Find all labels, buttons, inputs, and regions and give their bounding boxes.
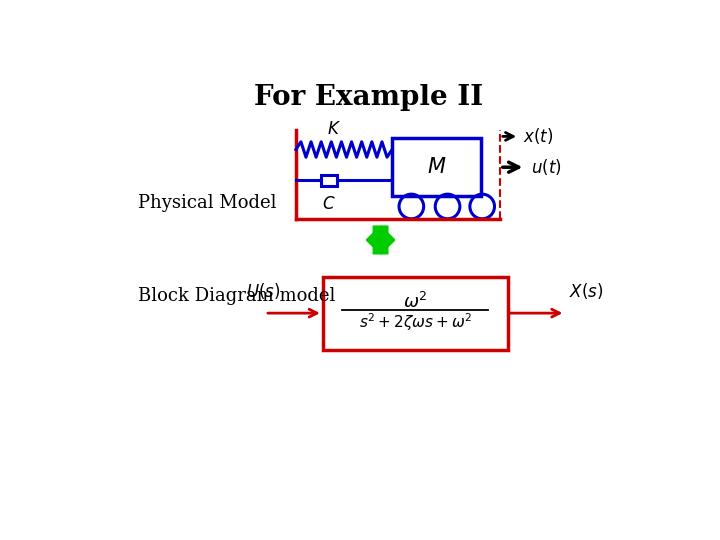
Text: $X(s)$: $X(s)$ xyxy=(570,281,603,301)
Text: $s^2 + 2\zeta\omega s + \omega^2$: $s^2 + 2\zeta\omega s + \omega^2$ xyxy=(359,312,472,333)
Text: $C$: $C$ xyxy=(322,195,336,213)
FancyBboxPatch shape xyxy=(392,138,481,195)
Text: $U(s)$: $U(s)$ xyxy=(246,281,280,301)
Text: $u(t)$: $u(t)$ xyxy=(531,157,562,177)
Text: For Example II: For Example II xyxy=(254,84,484,111)
Text: $\omega^2$: $\omega^2$ xyxy=(403,292,428,313)
Text: Physical Model: Physical Model xyxy=(138,194,276,212)
FancyBboxPatch shape xyxy=(321,174,337,186)
Text: $M$: $M$ xyxy=(427,157,446,177)
Text: $K$: $K$ xyxy=(328,121,341,138)
Text: Block Diagram model: Block Diagram model xyxy=(138,287,336,305)
Polygon shape xyxy=(366,226,395,253)
FancyBboxPatch shape xyxy=(323,276,508,350)
Polygon shape xyxy=(366,226,395,253)
Text: $x(t)$: $x(t)$ xyxy=(523,126,554,146)
